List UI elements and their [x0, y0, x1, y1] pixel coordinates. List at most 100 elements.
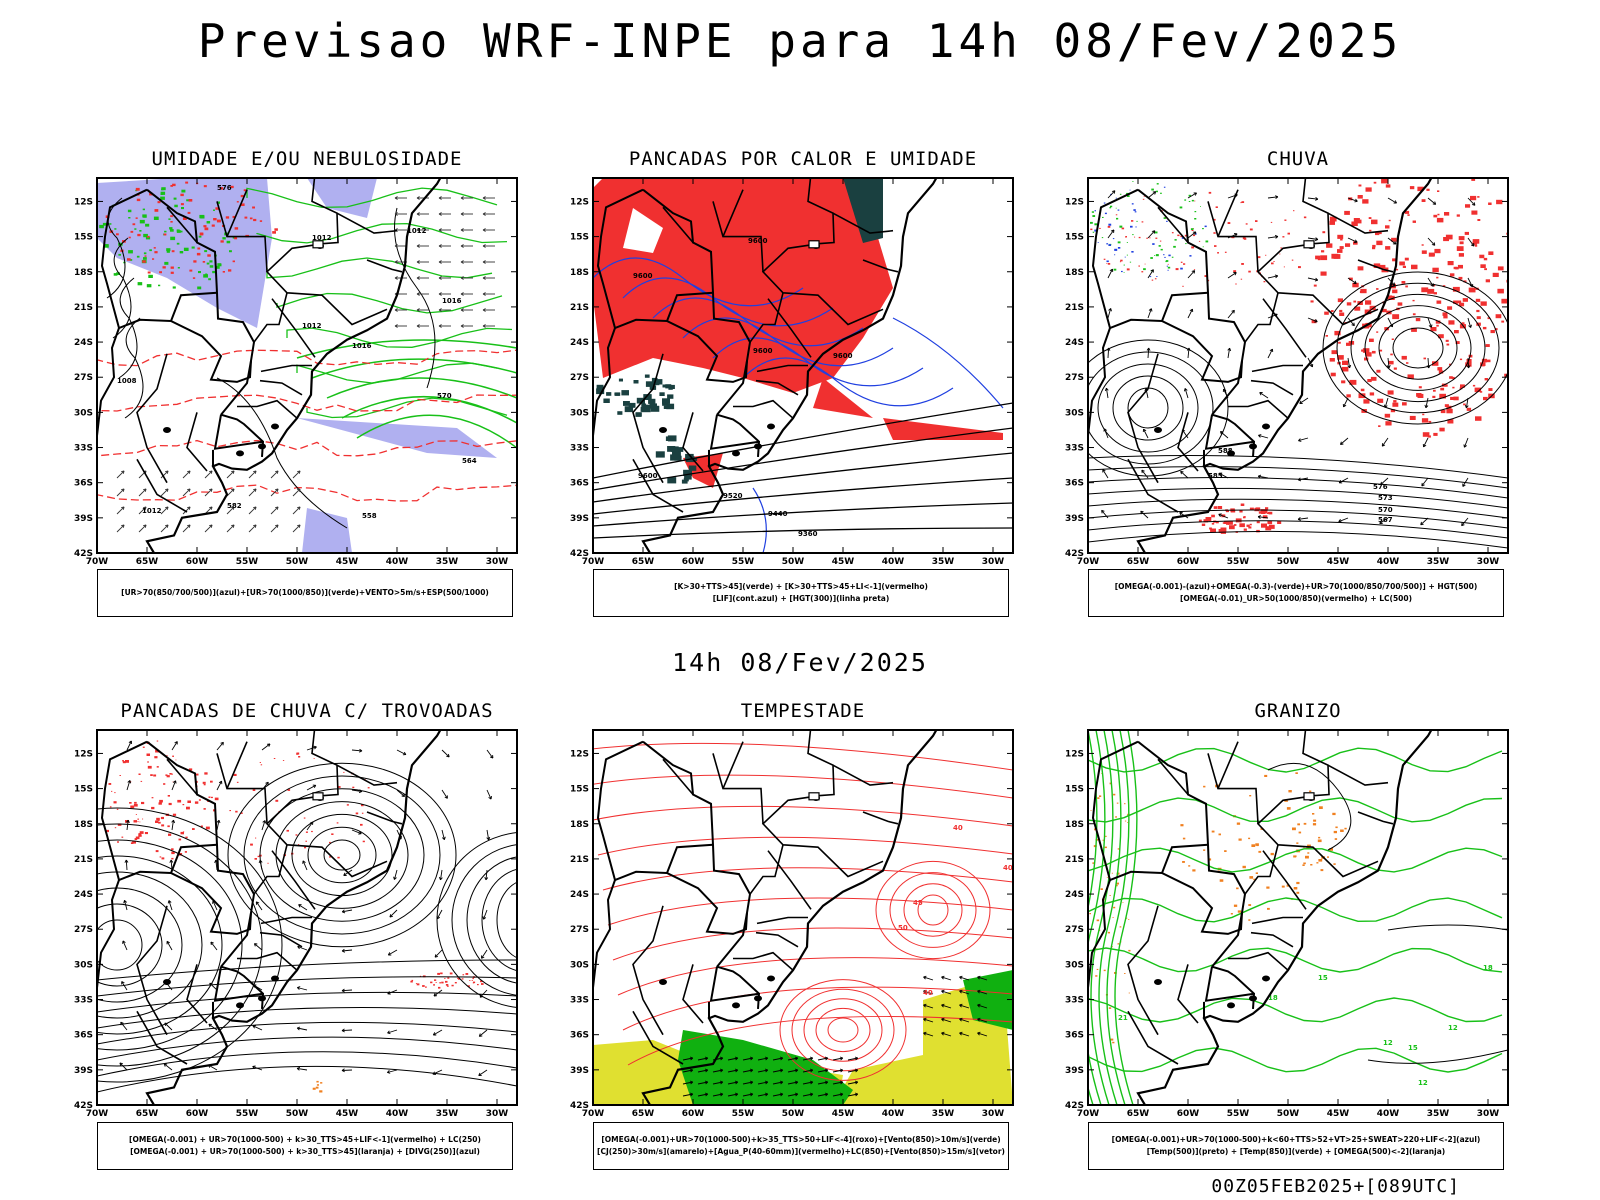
- streamline-arrow-head: [1150, 269, 1154, 273]
- thunderstorm-area-red: [172, 813, 177, 816]
- wind-vector: [697, 1081, 708, 1085]
- rain-area-red: [1146, 237, 1148, 239]
- rain-area-green: [1136, 220, 1138, 222]
- wind-arrow-head: [394, 196, 398, 200]
- rain-area-red: [1448, 320, 1455, 325]
- humidity-contour-green: [341, 396, 517, 424]
- rain-area-red: [1378, 425, 1381, 427]
- rain-area-red: [1376, 240, 1383, 246]
- rain-area-red: [1341, 380, 1346, 384]
- lif-contour-blue: [682, 317, 894, 367]
- wind-arrow-head: [416, 308, 420, 312]
- thunderstorm-area-red: [147, 761, 149, 763]
- wind-vector-head: [959, 989, 963, 994]
- rain-area-red: [1451, 376, 1455, 380]
- rain-area-red: [1363, 399, 1370, 404]
- hail-area-orange: [1327, 856, 1329, 858]
- streamline-arrow: [1347, 317, 1355, 326]
- wind-arrow-head: [438, 308, 442, 312]
- streamline-arrow: [1218, 513, 1229, 519]
- rain-area-green: [1102, 216, 1104, 218]
- contour-label: 18: [1268, 994, 1278, 1002]
- contour-label: 570: [437, 392, 452, 400]
- rain-area-red: [1428, 420, 1432, 423]
- lake: [258, 443, 266, 450]
- rain-area-blue: [1167, 269, 1169, 271]
- thunderstorm-area-red: [194, 801, 199, 804]
- wind-vector: [959, 1004, 970, 1009]
- wind-arrow-head: [482, 196, 486, 200]
- rain-area-green: [1123, 272, 1125, 273]
- rain-area-red: [1396, 268, 1399, 271]
- wind-arrow-head: [416, 276, 420, 280]
- thunderstorm-area-red: [198, 799, 201, 801]
- streamline-arrow-head: [1347, 364, 1352, 369]
- rain-area-red: [1210, 528, 1216, 533]
- thunderstorm-area-red: [122, 760, 124, 762]
- thickness-mark-red: [199, 232, 204, 235]
- contour-label: 12: [1383, 1039, 1393, 1047]
- wind-vector: [697, 1093, 708, 1097]
- streamline: [97, 1007, 517, 1029]
- wind-arrow: [182, 524, 191, 533]
- streamline-arrow-head: [434, 954, 439, 958]
- streamline-arrow-head: [1471, 202, 1476, 206]
- thickness-mark-red: [225, 216, 230, 219]
- lat-label: 24S: [570, 890, 589, 900]
- thunderstorm-area-red: [338, 786, 341, 788]
- thunderstorm-area-red: [471, 980, 473, 981]
- hail-area-orange: [1293, 855, 1297, 858]
- rain-area-red: [1233, 270, 1237, 273]
- rain-area-red: [1222, 522, 1225, 524]
- rain-area-red: [1430, 327, 1437, 332]
- instability-area-red: [883, 418, 1003, 440]
- streamline-arrow-head: [1151, 230, 1156, 234]
- rain-area-red: [1331, 253, 1339, 259]
- streamline-arrow: [341, 1029, 353, 1032]
- streamline-arrow-head: [119, 1062, 123, 1066]
- lat-label: 42S: [1065, 1101, 1084, 1111]
- lon-label: 50W: [1277, 1109, 1300, 1119]
- wind-vector: [941, 990, 952, 995]
- humidity-green-patch: [169, 227, 173, 230]
- rain-area-red: [1345, 243, 1351, 247]
- rain-area-red: [1191, 246, 1195, 249]
- rain-area-red: [1175, 268, 1179, 271]
- lat-label: 27S: [1065, 373, 1084, 383]
- lon-label: 55W: [732, 1109, 755, 1119]
- rain-area-red: [1205, 517, 1212, 522]
- streamline-arrow-head: [1338, 479, 1343, 484]
- thunderstorm-area-red: [355, 812, 359, 815]
- streamline-arrow-head: [1314, 277, 1319, 282]
- hail-area-orange: [1332, 812, 1336, 816]
- rain-area-red: [1103, 258, 1106, 260]
- instability-area-green: [650, 405, 660, 412]
- humidity-green-patch: [177, 267, 180, 269]
- lif-contour-blue: [892, 317, 1004, 409]
- rain-area-red: [1372, 247, 1376, 250]
- rain-area-red: [1213, 218, 1216, 221]
- wind-arrow: [292, 524, 301, 533]
- rain-area-red: [1257, 256, 1261, 259]
- lon-label: 60W: [186, 1109, 209, 1119]
- lon-label: 70W: [1077, 557, 1100, 567]
- rain-area-red: [1409, 186, 1415, 190]
- streamline-arrow: [1220, 431, 1229, 439]
- streamline-arrow: [1427, 357, 1430, 369]
- humidity-green-patch: [103, 244, 109, 248]
- lake: [258, 995, 266, 1002]
- thunderstorm-area-red: [144, 832, 148, 835]
- rain-area-red: [1211, 514, 1215, 518]
- height-contour-black: [593, 527, 1013, 539]
- streamline-arrow: [1343, 397, 1349, 408]
- rain-area-red: [1141, 221, 1144, 223]
- streamline: [451, 844, 517, 996]
- rain-area-red: [1138, 236, 1141, 239]
- streamline-arrow: [216, 780, 222, 791]
- rain-area-red: [1090, 228, 1093, 231]
- lon-label: 60W: [682, 557, 705, 567]
- height-contour-black: [1364, 305, 1472, 391]
- wind-vector-head: [824, 1080, 829, 1085]
- thunderstorm-area-red: [303, 817, 306, 819]
- streamline-arrow: [1380, 477, 1389, 486]
